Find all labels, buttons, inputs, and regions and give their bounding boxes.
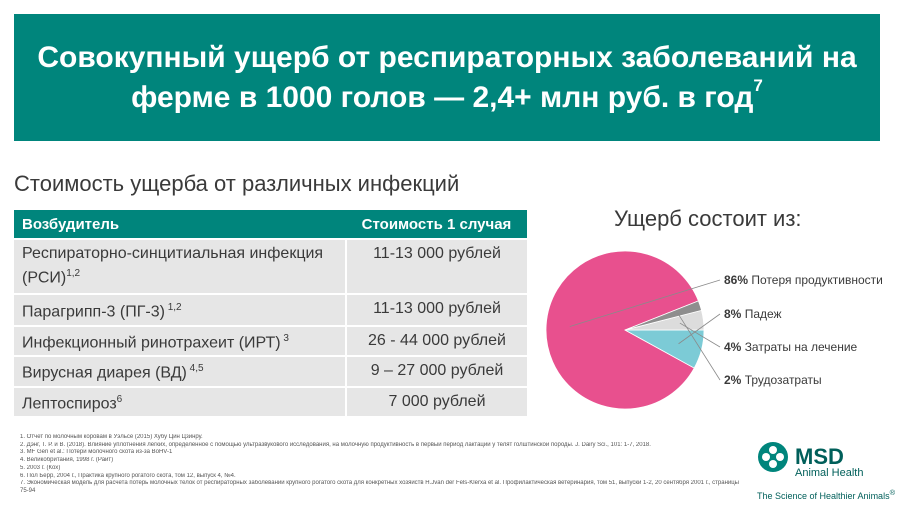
cost-cell: 7 000 рублей [346, 385, 527, 416]
cost-table: Возбудитель Стоимость 1 случая Респирато… [14, 210, 527, 416]
footnotes: 1. Отчет по молочным коровам в Уэльсе (2… [20, 434, 745, 496]
pathogen-cell: Вирусная диарея (ВД) 4,5 [14, 355, 347, 387]
table-title: Стоимость ущерба от различных инфекций [14, 171, 460, 196]
pie-slice-productivity [545, 250, 699, 410]
cost-cell: 9 – 27 000 рублей [346, 355, 527, 387]
footnote: 7. Экономическая модель для расчета поте… [20, 480, 739, 494]
msd-logo-icon [758, 442, 788, 472]
footnote: 4. Великобритания, 1998 г. (Райт) [20, 457, 114, 464]
pathogen-cell: Инфекционный ринотрахеит (ИРТ) 3 [14, 324, 347, 357]
legend-percent: 2% [724, 373, 742, 387]
pathogen-name: Респираторно-синцитиальная инфекция (РСИ… [22, 245, 324, 287]
title-banner: Совокупный ущерб от респираторных заболе… [14, 14, 880, 141]
pathogen-reference: 6 [116, 393, 123, 405]
logo-name: MSD [795, 444, 844, 469]
logo-tagline: The Science of Healthier Animals® [757, 488, 895, 501]
table-row: Парагрипп-3 (ПГ-3) 1,2 11-13 000 рублей [14, 293, 527, 326]
legend-label: Потеря продуктивности [751, 273, 883, 287]
msd-logo: MSD Animal Health The Science of Healthi… [757, 441, 905, 501]
legend-item-treatment: 4% Затраты на лечение [724, 340, 857, 354]
pathogen-name: Парагрипп-3 (ПГ-3) [22, 303, 165, 321]
table-row: Вирусная диарея (ВД) 4,5 9 – 27 000 рубл… [14, 355, 527, 387]
legend-percent: 4% [724, 340, 742, 354]
pathogen-name: Инфекционный ринотрахеит (ИРТ) [22, 334, 281, 352]
pathogen-cell: Лептоспироз6 [14, 385, 347, 416]
leader-line [678, 313, 721, 345]
damage-pie-chart [545, 250, 721, 410]
table-row: Лептоспироз6 7 000 рублей [14, 385, 527, 416]
pathogen-reference: 1,2 [164, 301, 182, 313]
page-title-line-2: ферме в 1000 голов — 2,4+ млн руб. в год… [131, 75, 763, 118]
footnote: 3. MF Gen et al.: Потери молочного скота… [20, 449, 173, 456]
table-header-row: Возбудитель Стоимость 1 случая [14, 210, 527, 239]
page-title-text: ферме в 1000 голов — 2,4+ млн руб. в год [131, 80, 754, 114]
pathogen-reference: 1,2 [66, 268, 81, 280]
pathogen-cell: Парагрипп-3 (ПГ-3) 1,2 [14, 293, 347, 326]
pie-slice-labor [624, 300, 703, 331]
footnote: 5. 2003 г. (Кох) [20, 464, 61, 471]
legend-label: Падеж [744, 307, 782, 321]
header-cost: Стоимость 1 случая [346, 210, 527, 239]
pathogen-reference: 3 [280, 333, 289, 344]
table-row: Респираторно-синцитиальная инфекция (РСИ… [14, 238, 527, 294]
legend-label: Затраты на лечение [744, 340, 858, 354]
title-reference: 7 [753, 75, 763, 95]
footnote: 6. Пол Берр, 2004 г., Практика крупного … [20, 472, 236, 479]
logo-tagline-text: The Science of Healthier Animals [757, 491, 890, 501]
pathogen-cell: Респираторно-синцитиальная инфекция (РСИ… [14, 238, 347, 294]
footnote: 1. Отчет по молочным коровам в Уэльсе (2… [20, 434, 203, 440]
pathogen-name: Вирусная диарея (ВД) [22, 364, 187, 382]
leader-line [569, 279, 721, 327]
footnote: 2. Дэнг, Т. Р. и В. (2018). Влияние упло… [20, 441, 651, 448]
legend-item-mortality: 8% Падеж [724, 307, 782, 321]
legend-item-productivity: 86% Потеря продуктивности [724, 273, 883, 287]
header-pathogen: Возбудитель [14, 210, 346, 239]
legend-percent: 8% [724, 307, 742, 321]
logo-division: Animal Health [795, 467, 864, 479]
legend-percent: 86% [724, 273, 749, 287]
leader-line [677, 312, 721, 381]
pathogen-name: Лептоспироз [22, 394, 117, 412]
page-title-line-1: Совокупный ущерб от респираторных заболе… [37, 40, 857, 74]
pie-chart-title: Ущерб состоит из: [614, 206, 802, 231]
cost-cell: 11-13 000 рублей [346, 238, 527, 294]
legend-label: Трудозатраты [744, 373, 822, 387]
legend-item-labor: 2% Трудозатраты [724, 373, 822, 387]
pathogen-reference: 4,5 [186, 363, 204, 375]
cost-cell: 11-13 000 рублей [346, 293, 527, 326]
cost-cell: 26 - 44 000 рублей [346, 324, 527, 357]
registered-mark: ® [889, 488, 896, 497]
table-row: Инфекционный ринотрахеит (ИРТ) 3 26 - 44… [14, 324, 527, 357]
